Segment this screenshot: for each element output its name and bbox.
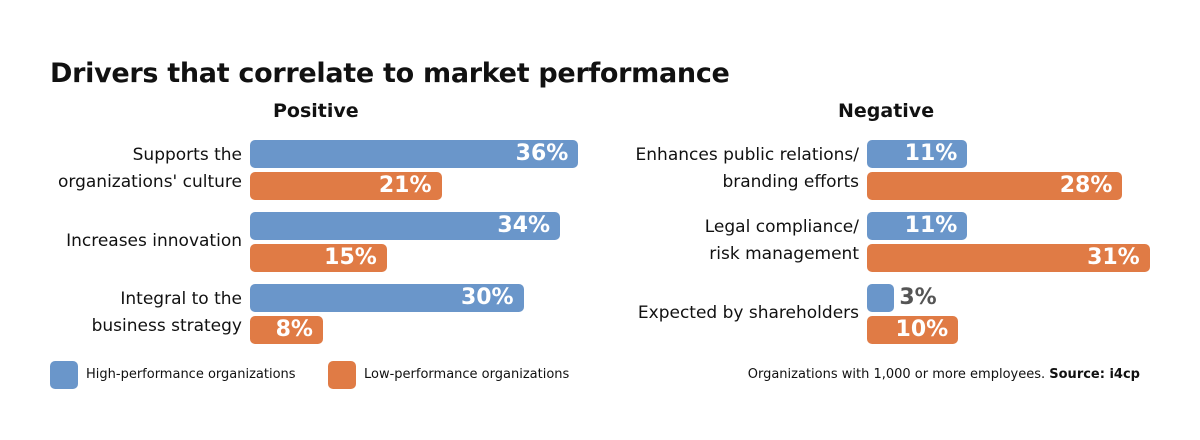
panel-title-positive: Positive bbox=[273, 100, 359, 122]
bar-high-performance bbox=[250, 140, 579, 168]
bar-low-performance bbox=[250, 244, 387, 272]
data-label: 8% bbox=[275, 317, 313, 342]
data-label: 11% bbox=[904, 213, 958, 238]
bar-low-performance bbox=[250, 316, 323, 344]
data-label: 11% bbox=[904, 141, 958, 166]
source-label: Source: i4cp bbox=[1049, 367, 1140, 382]
chart-title: Drivers that correlate to market perform… bbox=[50, 58, 730, 89]
data-label: 30% bbox=[460, 285, 514, 310]
data-label: 15% bbox=[324, 245, 377, 270]
bar-high-performance bbox=[867, 140, 968, 168]
bar-high-performance bbox=[250, 212, 561, 240]
category-label: Supports the organizations' culture bbox=[58, 145, 242, 192]
legend-swatch-low bbox=[328, 361, 356, 389]
data-label: 3% bbox=[899, 285, 937, 310]
bar-low-performance bbox=[250, 172, 442, 200]
footnote-text: Organizations with 1,000 or more employe… bbox=[747, 367, 1050, 382]
category-label: Enhances public relations/ branding effo… bbox=[635, 145, 859, 192]
category-label: Increases innovation bbox=[66, 230, 242, 251]
bar-low-performance bbox=[867, 244, 1150, 272]
bar-high-performance bbox=[250, 284, 524, 312]
data-label: 31% bbox=[1087, 245, 1140, 270]
legend-label-high: High-performance organizations bbox=[86, 367, 296, 382]
legend-label-low: Low-performance organizations bbox=[364, 367, 570, 382]
legend-swatch-high bbox=[50, 361, 78, 389]
data-label: 34% bbox=[497, 213, 551, 238]
category-label: Expected by shareholders bbox=[637, 302, 859, 323]
bar-high-performance bbox=[867, 212, 968, 240]
bar-low-performance bbox=[867, 316, 959, 344]
data-label: 21% bbox=[378, 173, 432, 198]
bar-low-performance bbox=[867, 172, 1123, 200]
bar-high-performance bbox=[867, 284, 895, 312]
footnote: Organizations with 1,000 or more employe… bbox=[748, 367, 1140, 382]
data-label: 10% bbox=[895, 317, 949, 342]
panel-title-negative: Negative bbox=[838, 100, 935, 122]
category-label: Integral to the business strategy bbox=[91, 289, 242, 336]
data-label: 28% bbox=[1059, 173, 1113, 198]
data-label: 36% bbox=[515, 141, 569, 166]
category-label: Legal compliance/ risk management bbox=[704, 217, 859, 264]
